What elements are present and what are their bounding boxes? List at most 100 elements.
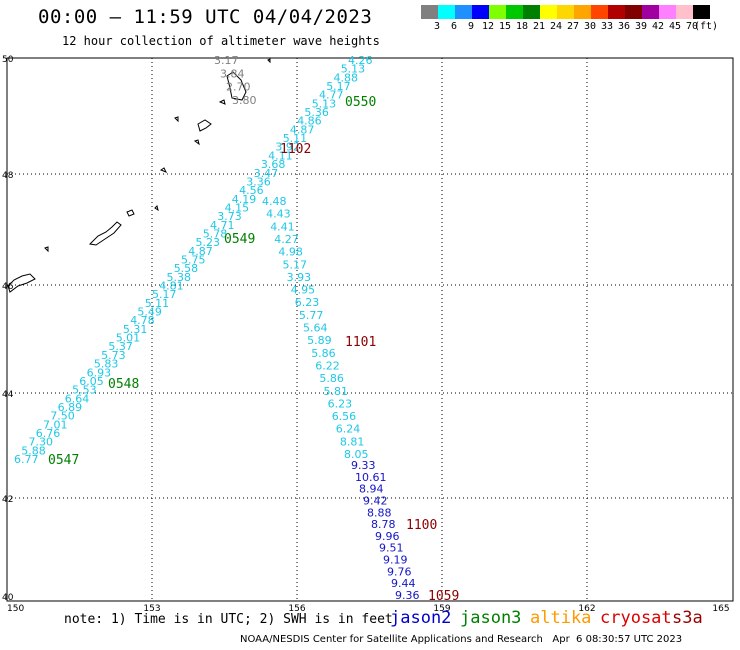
wave-height-label: 4.19 bbox=[232, 193, 256, 206]
island-outline bbox=[159, 167, 168, 173]
latitude-tick-label: 46 bbox=[2, 282, 14, 292]
map-frame bbox=[6, 57, 734, 602]
wave-height-label-gray: 2.70 bbox=[226, 81, 251, 94]
wave-height-label: 6.93 bbox=[87, 366, 112, 379]
wave-height-label: 6.89 bbox=[58, 401, 83, 414]
island-outline bbox=[126, 209, 135, 217]
wave-height-label: 5.31 bbox=[123, 323, 147, 336]
wave-height-label: 4.11 bbox=[268, 149, 293, 162]
wave-height-label: 4.87 bbox=[188, 245, 213, 258]
wave-height-label: 4.88 bbox=[334, 71, 359, 84]
wave-height-label: 4.87 bbox=[290, 123, 315, 136]
satellite-name-cryosat: cryosat bbox=[600, 608, 672, 628]
island-outline bbox=[44, 246, 49, 253]
wave-height-label-gray: 3.84 bbox=[220, 67, 245, 80]
legend-swatch bbox=[523, 5, 540, 19]
legend-label: 3 bbox=[434, 21, 441, 32]
longitude-tick-label: 165 bbox=[712, 604, 729, 614]
island-outline bbox=[174, 116, 179, 123]
wave-height-label: 8.81 bbox=[340, 435, 365, 448]
satellite-name-altika: altika bbox=[530, 608, 592, 628]
legend-swatch bbox=[540, 5, 557, 19]
wave-height-label: 6.24 bbox=[336, 423, 361, 436]
island-outline bbox=[218, 99, 226, 105]
pass-time-label: 0549 bbox=[224, 232, 255, 247]
legend-label: 42 bbox=[652, 21, 665, 32]
wave-height-label: 4.86 bbox=[297, 115, 322, 128]
longitude-tick-label: 150 bbox=[7, 604, 24, 614]
legend-swatch bbox=[608, 5, 625, 19]
wave-height-label: 4.26 bbox=[348, 54, 373, 67]
wave-height-label: 4.41 bbox=[270, 220, 295, 233]
longitude-tick-label: 159 bbox=[433, 604, 450, 614]
legend-label: 12 bbox=[482, 21, 495, 32]
wave-height-label: 7.01 bbox=[43, 418, 68, 431]
wave-height-label: 5.01 bbox=[116, 332, 141, 345]
wave-height-label-high: 9.51 bbox=[379, 542, 404, 555]
satellite-name-jason3: jason3 bbox=[460, 608, 522, 628]
wave-height-label: 4.27 bbox=[274, 233, 299, 246]
legend-label: 15 bbox=[499, 21, 512, 32]
latitude-tick-label: 48 bbox=[2, 171, 14, 181]
wave-height-label: 3.92 bbox=[275, 141, 300, 154]
wave-height-label: 5.23 bbox=[196, 236, 221, 249]
island-outline bbox=[88, 221, 122, 246]
wave-height-label-gray: 3.80 bbox=[232, 94, 257, 107]
wave-height-label: 5.36 bbox=[304, 106, 329, 119]
wave-height-label: 4.48 bbox=[262, 195, 287, 208]
wave-height-label-high: 9.33 bbox=[351, 459, 376, 472]
legend-swatch bbox=[455, 5, 472, 19]
wave-height-label: 4.15 bbox=[225, 202, 250, 215]
legend-label: 27 bbox=[567, 21, 580, 32]
legend-label: 9 bbox=[468, 21, 475, 32]
legend-swatch bbox=[625, 5, 642, 19]
pass-time-labels: 0550 0549 0548 0547 1102 1101 1100 1059 bbox=[48, 95, 459, 604]
wave-height-label: 5.17 bbox=[326, 80, 351, 93]
wave-height-label: 6.22 bbox=[315, 360, 340, 373]
wave-height-label-high: 9.36 bbox=[395, 589, 420, 602]
wave-height-label: 5.86 bbox=[319, 372, 344, 385]
legend-label: 45 bbox=[669, 21, 682, 32]
pass-time-label: 1102 bbox=[280, 142, 311, 157]
wave-height-label: 4.81 bbox=[159, 280, 184, 293]
wave-height-label: 5.86 bbox=[311, 347, 336, 360]
legend-swatch bbox=[676, 5, 693, 19]
wave-height-label: 3.68 bbox=[261, 158, 286, 171]
graticule bbox=[7, 58, 733, 601]
wave-height-label-high: 9.44 bbox=[391, 577, 416, 590]
note-text: note: 1) Time is in UTC; 2) SWH is in fe… bbox=[64, 612, 393, 627]
wave-height-label: 5.88 bbox=[21, 444, 46, 457]
legend-label: 33 bbox=[601, 21, 614, 32]
wave-height-label: 6.23 bbox=[328, 397, 353, 410]
wave-height-label-high: 9.19 bbox=[383, 554, 408, 567]
legend-swatch bbox=[506, 5, 523, 19]
pass-time-label: 1059 bbox=[428, 589, 459, 604]
legend-label: 21 bbox=[533, 21, 546, 32]
wave-height-label: 4.71 bbox=[210, 219, 235, 232]
wave-height-label: 4.77 bbox=[319, 89, 344, 102]
wave-height-label: 5.75 bbox=[181, 254, 206, 267]
wave-height-labels: 3.173.842.703.804.265.134.885.174.775.13… bbox=[14, 54, 420, 602]
wave-height-label: 6.77 bbox=[14, 453, 39, 466]
wave-height-label: 4.43 bbox=[266, 208, 291, 221]
wave-height-label: 5.58 bbox=[174, 262, 199, 275]
legend-swatch bbox=[659, 5, 676, 19]
pass-time-label: 0547 bbox=[48, 453, 79, 468]
wave-height-label: 3.36 bbox=[246, 175, 270, 188]
pass-time-label: 0548 bbox=[108, 377, 139, 392]
wave-height-label: 5.49 bbox=[137, 306, 162, 319]
satellite-name-jason2: jason2 bbox=[390, 608, 452, 628]
wave-height-label-high: 9.42 bbox=[363, 495, 388, 508]
map-subtitle: 12 hour collection of altimeter wave hei… bbox=[62, 34, 380, 48]
longitude-tick-label: 162 bbox=[578, 604, 595, 614]
island-outline bbox=[197, 119, 212, 132]
wave-height-label: 5.37 bbox=[108, 340, 132, 353]
latitude-tick-label: 44 bbox=[2, 390, 14, 400]
legend-label: 24 bbox=[550, 21, 563, 32]
wave-height-label: 5.64 bbox=[303, 322, 328, 335]
latitude-tick-label: 40 bbox=[2, 593, 14, 603]
wave-height-label: 6.56 bbox=[332, 410, 357, 423]
wave-height-color-legend bbox=[421, 5, 710, 19]
wave-height-label: 5.11 bbox=[145, 297, 170, 310]
